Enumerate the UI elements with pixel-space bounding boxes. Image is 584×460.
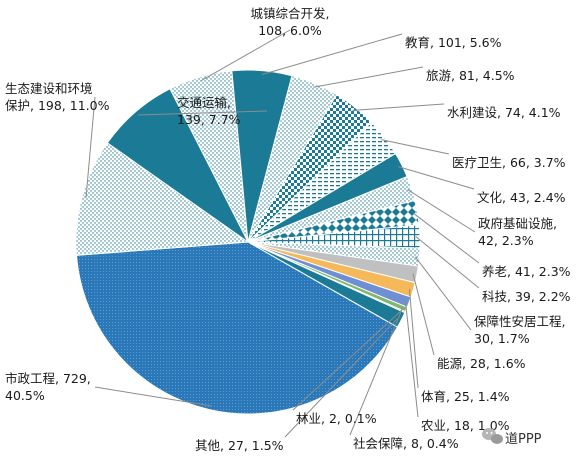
slice-18-leader: [85, 96, 96, 198]
slice-14-leader: [349, 307, 404, 436]
slice-13-leader: [404, 300, 419, 418]
slice-14-label-line-1: 社会保障, 8, 0.4%: [353, 436, 459, 451]
slice-15-leader: [292, 310, 402, 411]
slice-2-leader: [261, 33, 403, 76]
pie-slices: [75, 69, 421, 415]
slice-12-label-line-1: 体育, 25, 1.4%: [421, 389, 510, 404]
slice-19-label-line-1: 交通运输,: [177, 95, 231, 110]
slice-17-wedge: [75, 241, 399, 415]
slice-16-leader: [284, 317, 399, 438]
slice-5-leader: [381, 139, 450, 155]
slice-1-label-line-1: 城镇综合开发,: [251, 6, 330, 21]
slice-9-leader: [415, 236, 480, 289]
slice-11-leader: [412, 273, 435, 356]
slice-10-leader: [414, 256, 472, 331]
slice-7-leader: [407, 189, 476, 233]
slice-5-label-line-1: 医疗卫生, 66, 3.7%: [452, 155, 566, 170]
slice-18-label-line-1: 生态建设和环境: [5, 81, 93, 96]
slice-2-label-line-1: 教育, 101, 5.6%: [405, 35, 502, 50]
slice-6-leader: [398, 166, 475, 190]
slice-19-leader: [137, 110, 268, 116]
slice-17-label-line-2: 40.5%: [5, 388, 45, 403]
slice-6-label-line-1: 文化, 43, 2.4%: [477, 190, 566, 205]
slice-13-label-line-1: 农业, 18, 1.0%: [421, 418, 510, 433]
slice-18-wedge: [75, 142, 250, 256]
watermark: 道PPP: [482, 428, 542, 447]
wechat-icon: [482, 428, 503, 444]
slice-3-leader: [313, 66, 424, 88]
slice-17-label-line-1: 市政工程, 729,: [5, 371, 91, 386]
slice-10-label-line-1: 保障性安居工程,: [474, 314, 565, 329]
slice-11-label-line-1: 能源, 28, 1.6%: [437, 356, 526, 371]
slice-17-leader: [94, 386, 212, 407]
slice-15-label-line-1: 林业, 2, 0.1%: [296, 411, 377, 426]
slice-9-label-line-1: 科技, 39, 2.2%: [482, 289, 571, 304]
watermark-text: 道PPP: [505, 432, 542, 447]
slice-7-label-line-2: 42, 2.3%: [478, 233, 534, 248]
leader-lines: [85, 29, 480, 438]
slice-1-leader: [200, 29, 291, 82]
slice-12-leader: [408, 288, 419, 389]
slice-19-wedge: [106, 88, 249, 243]
slice-1-label-line-2: 108, 6.0%: [258, 23, 322, 38]
slice-4-label-line-1: 水利建设, 74, 4.1%: [447, 105, 561, 120]
slice-19-label-line-2: 139, 7.7%: [177, 112, 241, 127]
data-labels: 城镇综合开发, 108, 6.0% 教育, 101, 5.6% 旅游, 81, 4.5…: [5, 6, 571, 453]
slice-7-label-line-1: 政府基础设施,: [478, 216, 557, 231]
slice-18-label-line-2: 保护, 198, 11.0%: [5, 98, 110, 113]
slice-16-label-line-1: 其他, 27, 1.5%: [195, 438, 284, 453]
slice-8-leader: [413, 212, 480, 264]
slice-3-label-line-1: 旅游, 81, 4.5%: [426, 68, 515, 83]
slice-8-label-line-1: 养老, 41, 2.3%: [482, 264, 571, 279]
slice-10-label-line-2: 30, 1.7%: [474, 331, 530, 346]
slice-4-leader: [352, 103, 445, 111]
